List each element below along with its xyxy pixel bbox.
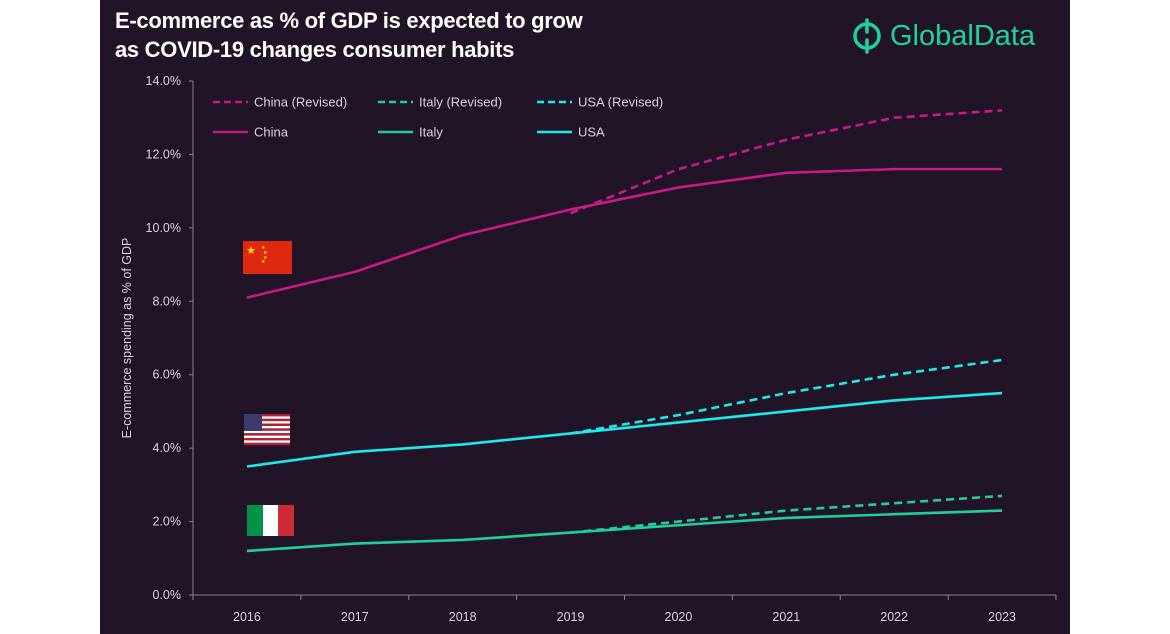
svg-text:★: ★ [263,250,268,256]
chart-title: E-commerce as % of GDP is expected to gr… [115,6,583,64]
flag-stripe [244,426,290,429]
flag-stripe [244,442,290,446]
usa-flag [244,414,290,446]
x-tick-label: 2016 [233,610,261,624]
legend-item: China [213,125,289,140]
legend-item: Italy (Revised) [378,95,502,110]
legend-label: Italy (Revised) [419,95,502,110]
flag-stripe [244,433,290,436]
x-tick-label: 2017 [341,610,369,624]
y-tick-label: 10.0% [146,221,181,235]
logo-text: GlobalData [890,19,1036,52]
flag-stripe [244,421,290,424]
globaldata-logo-icon [853,18,881,54]
flag-canton [244,414,262,431]
series-line-italy [246,509,1003,553]
svg-text:★: ★ [261,259,266,265]
y-tick-label: 4.0% [153,441,182,455]
legend-label: China [254,125,289,140]
x-tick-label: 2020 [665,610,693,624]
legend-item: USA [537,125,605,140]
y-tick-label: 0.0% [153,588,182,602]
y-tick-label: 12.0% [146,147,181,161]
flag-stripe [244,414,290,417]
svg-text:★: ★ [263,255,268,261]
x-tick-label: 2019 [557,610,585,624]
legend-item: Italy [378,125,443,140]
svg-text:★: ★ [246,245,256,257]
x-tick-label: 2023 [988,610,1016,624]
legend-item: USA (Revised) [537,95,663,110]
flag-stripe [244,416,290,419]
title-line-1: E-commerce as % of GDP is expected to gr… [115,8,583,33]
svg-text:★: ★ [261,245,266,251]
flag-stripe [244,438,290,441]
legend-item: China (Revised) [213,95,347,110]
title-line-2: as COVID-19 changes consumer habits [115,37,515,62]
y-tick-label: 2.0% [153,515,182,529]
legend-label: USA (Revised) [578,95,663,110]
series-line-china-revised [570,109,1003,215]
y-tick-label: 6.0% [153,368,182,382]
flag-stripe [244,428,290,431]
x-tick-label: 2022 [880,610,908,624]
flag-stripe [244,418,290,422]
series-line-italy-revised [570,494,1003,534]
legend-label: China (Revised) [254,95,347,110]
china-flag: ★ ★ ★ ★ ★ [243,241,292,274]
y-tick-label: 14.0% [146,74,181,88]
y-tick-label: 8.0% [153,294,182,308]
legend-label: Italy [419,125,443,140]
italy-flag [247,505,294,536]
x-tick-label: 2021 [772,610,800,624]
y-axis-label: E-commerce spending as % of GDP [120,238,134,439]
x-tick-label: 2018 [449,610,477,624]
series-line-usa [246,391,1003,468]
flag-stripe [244,423,290,426]
flag-stripe [244,430,290,434]
series-line-usa-revised [570,358,1003,435]
series-line-china [246,167,1003,299]
legend-label: USA [578,125,605,140]
flag-stripe [244,435,290,438]
flag-stripe [244,440,290,443]
globaldata-logo: GlobalData [850,16,1035,56]
